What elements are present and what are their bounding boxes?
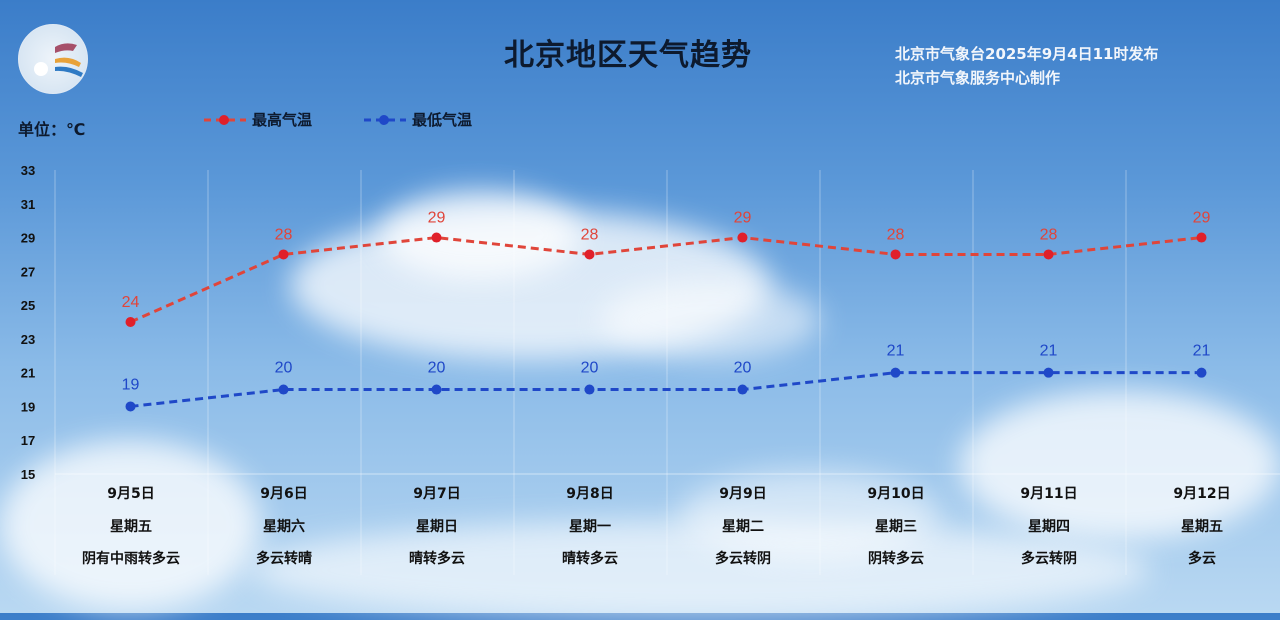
y-tick-label: 29 — [21, 231, 35, 246]
data-label: 20 — [734, 360, 752, 377]
data-label: 28 — [581, 226, 599, 243]
day-column: 9月6日星期六多云转晴 — [208, 478, 360, 576]
legend-label-low: 最低气温 — [412, 111, 473, 129]
weather-label: 多云转阴 — [715, 551, 771, 567]
data-point — [1043, 367, 1054, 378]
y-tick-label: 27 — [21, 264, 35, 279]
data-label: 29 — [428, 210, 446, 227]
data-point — [125, 317, 136, 327]
date-label: 9月11日 — [1020, 486, 1078, 502]
publisher-info: 北京市气象台2025年9月4日11时发布 北京市气象服务中心制作 — [895, 42, 1159, 90]
y-tick-label: 19 — [21, 399, 35, 414]
data-label: 29 — [734, 210, 752, 227]
data-point — [431, 384, 442, 395]
weather-label: 阴转多云 — [868, 551, 924, 567]
data-label: 28 — [887, 226, 905, 243]
day-column: 9月8日星期一晴转多云 — [514, 478, 666, 576]
day-column: 9月11日星期四多云转阴 — [973, 478, 1125, 576]
data-label: 20 — [275, 360, 293, 377]
data-point — [890, 249, 901, 260]
date-label: 9月6日 — [260, 486, 308, 502]
weather-label: 多云转阴 — [1021, 551, 1077, 567]
y-tick-label: 33 — [21, 163, 35, 178]
logo — [18, 24, 88, 94]
data-label: 19 — [122, 376, 140, 393]
weekday-label: 星期日 — [416, 518, 458, 535]
date-label: 9月7日 — [413, 486, 461, 502]
weekday-label: 星期四 — [1028, 518, 1070, 535]
day-column: 9月12日星期五多云 — [1126, 478, 1278, 576]
series-line-low — [130, 371, 1202, 408]
date-label: 9月8日 — [566, 486, 614, 502]
y-tick-label: 15 — [21, 467, 35, 482]
data-point — [1043, 249, 1054, 260]
data-label: 21 — [1193, 343, 1211, 360]
legend-label-high: 最高气温 — [252, 111, 313, 129]
data-point — [125, 401, 136, 412]
y-tick-label: 17 — [21, 433, 35, 448]
legend-item-low: 最低气温 — [362, 109, 472, 130]
y-tick-label: 23 — [21, 332, 35, 347]
date-label: 9月5日 — [107, 486, 155, 502]
producer: 北京市气象服务中心制作 — [895, 69, 1061, 87]
data-point — [737, 384, 748, 395]
weekday-label: 星期五 — [1181, 518, 1223, 535]
unit-label: 单位：℃ — [18, 120, 86, 139]
legend-low-marker-icon — [364, 114, 406, 125]
data-point — [1196, 232, 1207, 243]
data-point — [431, 232, 442, 243]
date-label: 9月12日 — [1173, 486, 1231, 502]
weather-label: 晴转多云 — [409, 551, 465, 567]
data-point — [584, 384, 595, 395]
weekday-label: 星期五 — [110, 518, 152, 535]
y-tick-label: 25 — [21, 298, 35, 313]
data-point — [278, 249, 289, 260]
page-title: 北京地区天气趋势 — [504, 38, 752, 73]
data-label: 20 — [428, 360, 446, 377]
weather-label: 阴有中雨转多云 — [82, 551, 180, 567]
data-label: 28 — [275, 226, 293, 243]
publish-time: 北京市气象台2025年9月4日11时发布 — [895, 45, 1159, 63]
date-label: 9月9日 — [719, 486, 767, 502]
data-label: 21 — [887, 343, 905, 360]
data-point — [737, 232, 748, 243]
weather-label: 多云转晴 — [256, 551, 312, 567]
data-point — [278, 384, 289, 395]
data-label: 29 — [1193, 210, 1211, 227]
data-label: 21 — [1040, 343, 1058, 360]
day-column: 9月9日星期二多云转阴 — [667, 478, 819, 576]
weekday-label: 星期六 — [263, 518, 305, 535]
day-column: 9月7日星期日晴转多云 — [361, 478, 513, 576]
weather-label: 多云 — [1188, 551, 1216, 567]
date-label: 9月10日 — [867, 486, 925, 502]
legend-item-high: 最高气温 — [202, 109, 312, 130]
day-column: 9月5日星期五阴有中雨转多云 — [55, 478, 207, 576]
data-label: 20 — [581, 360, 599, 377]
data-point — [584, 249, 595, 260]
weekday-label: 星期三 — [875, 518, 917, 535]
y-tick-label: 31 — [21, 197, 35, 212]
series-line-high — [129, 236, 1202, 324]
weekday-label: 星期一 — [569, 518, 611, 535]
data-point — [890, 367, 901, 378]
y-tick-label: 21 — [21, 366, 35, 381]
weekday-label: 星期二 — [722, 518, 764, 535]
data-label: 28 — [1040, 226, 1058, 243]
day-column: 9月10日星期三阴转多云 — [820, 478, 972, 576]
data-label: 24 — [122, 294, 140, 311]
legend-high-marker-icon — [204, 114, 246, 125]
weather-label: 晴转多云 — [562, 551, 618, 567]
data-point — [1196, 367, 1207, 378]
